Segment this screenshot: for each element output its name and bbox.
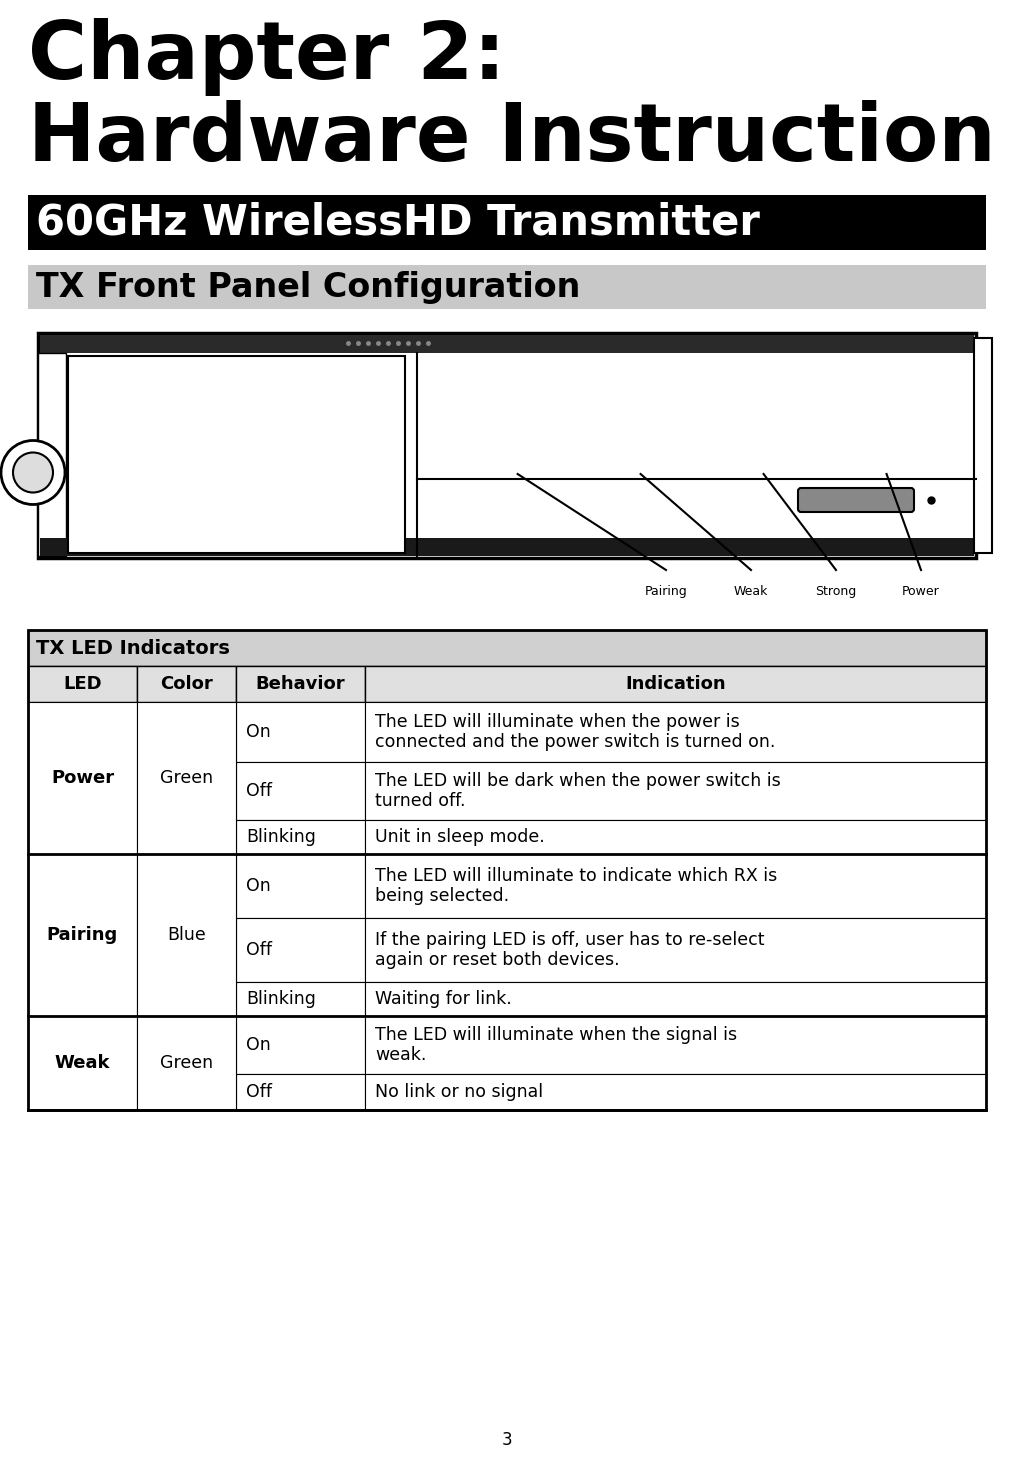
- Text: 3: 3: [502, 1430, 512, 1449]
- Bar: [236, 918, 365, 981]
- Bar: [974, 337, 992, 553]
- Bar: [365, 820, 986, 854]
- Bar: [40, 538, 974, 556]
- Text: Waiting for link.: Waiting for link.: [375, 990, 512, 1008]
- Text: If the pairing LED is off, user has to re-select
again or reset both devices.: If the pairing LED is off, user has to r…: [375, 930, 765, 970]
- Text: Hardware Instruction: Hardware Instruction: [28, 100, 996, 178]
- Bar: [365, 981, 986, 1017]
- Bar: [38, 354, 66, 556]
- Text: The LED will illuminate to indicate which RX is
being selected.: The LED will illuminate to indicate whic…: [375, 867, 778, 905]
- Bar: [236, 1074, 365, 1111]
- Text: TX LED Indicators: TX LED Indicators: [37, 638, 230, 657]
- Text: Green: Green: [160, 1053, 213, 1072]
- Bar: [365, 918, 986, 981]
- Bar: [365, 703, 986, 761]
- Bar: [28, 854, 137, 1017]
- Bar: [28, 1017, 137, 1111]
- Bar: [236, 666, 365, 703]
- Bar: [137, 703, 236, 854]
- Text: Chapter 2:: Chapter 2:: [28, 18, 506, 95]
- Bar: [137, 1017, 236, 1111]
- Bar: [236, 820, 365, 854]
- Bar: [365, 854, 986, 918]
- Text: Off: Off: [246, 940, 272, 959]
- Text: Weak: Weak: [734, 585, 769, 599]
- Circle shape: [1, 440, 65, 505]
- Text: Pairing: Pairing: [47, 926, 118, 943]
- Text: Behavior: Behavior: [256, 675, 346, 692]
- Bar: [236, 761, 365, 820]
- Bar: [28, 703, 137, 854]
- Text: LED: LED: [63, 675, 101, 692]
- Text: Power: Power: [902, 585, 940, 599]
- Bar: [28, 629, 986, 666]
- Text: Blue: Blue: [167, 926, 206, 943]
- Bar: [236, 854, 365, 918]
- Bar: [137, 666, 236, 703]
- Bar: [236, 981, 365, 1017]
- Text: TX Front Panel Configuration: TX Front Panel Configuration: [37, 270, 580, 304]
- Bar: [365, 1074, 986, 1111]
- Bar: [137, 854, 236, 1017]
- Bar: [236, 1017, 365, 1074]
- Bar: [28, 666, 137, 703]
- Text: Strong: Strong: [815, 585, 857, 599]
- Bar: [365, 761, 986, 820]
- Text: Power: Power: [51, 769, 114, 786]
- Bar: [40, 334, 974, 354]
- Text: Pairing: Pairing: [645, 585, 687, 599]
- Bar: [236, 703, 365, 761]
- Circle shape: [13, 452, 53, 493]
- Bar: [365, 666, 986, 703]
- Text: On: On: [246, 723, 271, 741]
- Text: Blinking: Blinking: [246, 990, 316, 1008]
- Text: Indication: Indication: [626, 675, 726, 692]
- Text: The LED will illuminate when the signal is
weak.: The LED will illuminate when the signal …: [375, 1025, 737, 1065]
- Text: On: On: [246, 877, 271, 895]
- Bar: [68, 356, 405, 553]
- Bar: [28, 266, 986, 310]
- FancyBboxPatch shape: [798, 489, 914, 512]
- Text: Color: Color: [160, 675, 213, 692]
- Text: On: On: [246, 1036, 271, 1053]
- Bar: [28, 629, 986, 1111]
- Text: Weak: Weak: [55, 1053, 111, 1072]
- Text: Off: Off: [246, 1083, 272, 1102]
- Text: Green: Green: [160, 769, 213, 786]
- Text: Off: Off: [246, 782, 272, 800]
- Text: No link or no signal: No link or no signal: [375, 1083, 544, 1102]
- Text: Blinking: Blinking: [246, 827, 316, 846]
- Text: 60GHz WirelessHD Transmitter: 60GHz WirelessHD Transmitter: [37, 201, 759, 244]
- Bar: [38, 333, 976, 557]
- Text: Unit in sleep mode.: Unit in sleep mode.: [375, 827, 545, 846]
- Text: The LED will be dark when the power switch is
turned off.: The LED will be dark when the power swit…: [375, 772, 781, 810]
- Text: The LED will illuminate when the power is
connected and the power switch is turn: The LED will illuminate when the power i…: [375, 713, 776, 751]
- Bar: [365, 1017, 986, 1074]
- Bar: [28, 195, 986, 249]
